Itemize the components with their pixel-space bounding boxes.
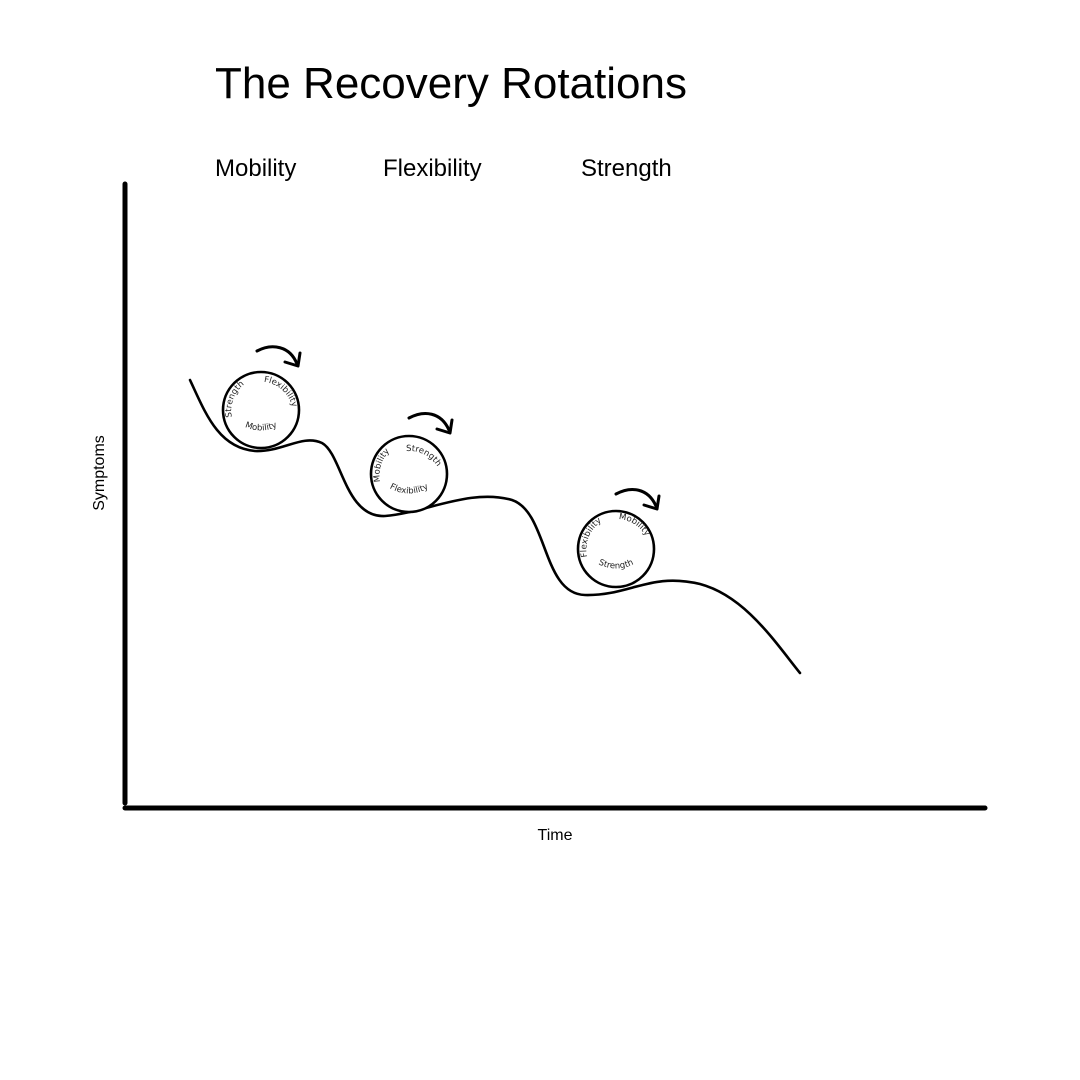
wheel-label-bottom: Flexibility — [388, 482, 430, 497]
wheel-circle — [221, 370, 301, 450]
wheel-circle — [369, 434, 449, 514]
wheel-circle — [576, 509, 656, 589]
wheel-label-bottom: Mobility — [244, 420, 279, 433]
y-axis-label: Symptoms — [91, 435, 108, 511]
wheel-label-bottom: Strength — [597, 558, 635, 572]
wheel-strength: Strength Mobility Flexibility — [576, 509, 656, 589]
symptom-curve — [188, 378, 802, 675]
wheel-flexibility: Flexibility Strength Mobility — [369, 434, 449, 514]
phase-label-mobility: Mobility — [215, 155, 296, 182]
rotation-arrow-icon — [255, 345, 302, 368]
rotation-arrow-icon — [614, 488, 661, 511]
diagram-title: The Recovery Rotations — [215, 59, 687, 108]
rotation-arrow-icon — [407, 412, 454, 435]
wheel-mobility: Mobility Flexibility Strength — [221, 370, 301, 450]
x-axis-label: Time — [538, 827, 573, 844]
phase-label-flexibility: Flexibility — [383, 155, 482, 182]
phase-label-strength: Strength — [581, 155, 672, 182]
